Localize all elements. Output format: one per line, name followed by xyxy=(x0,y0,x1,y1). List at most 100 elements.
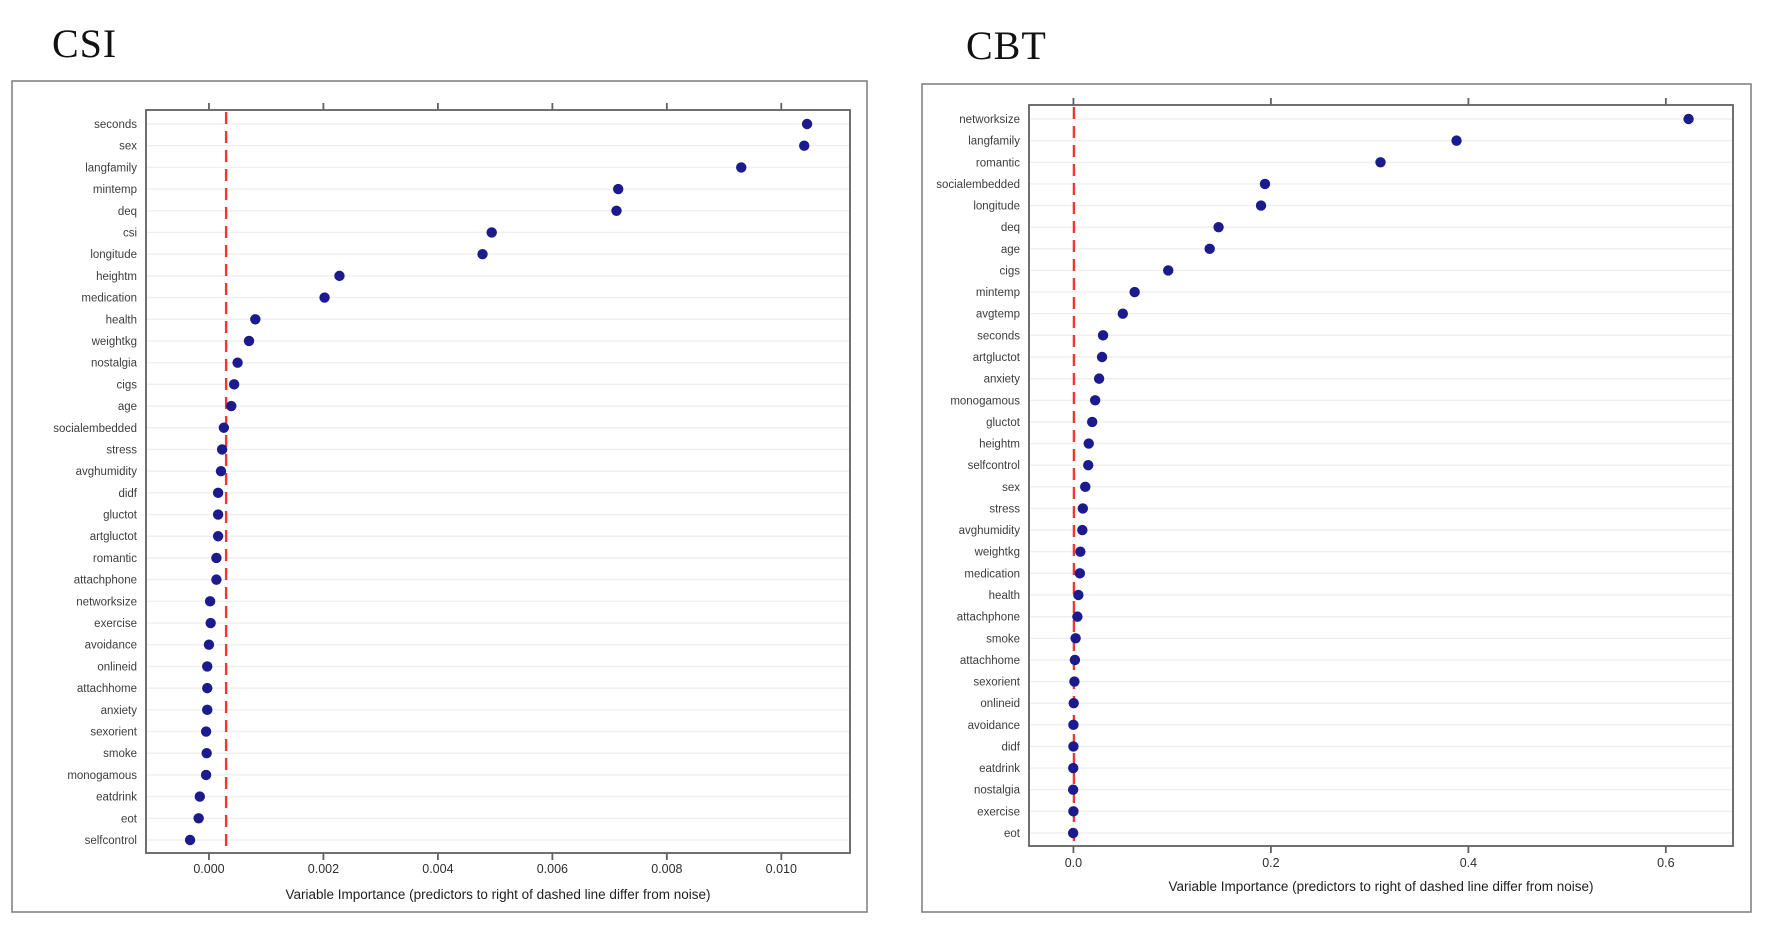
y-axis-label: anxiety xyxy=(984,374,1021,386)
data-point xyxy=(1068,741,1079,752)
data-point xyxy=(1086,416,1098,428)
y-axis-label: mintemp xyxy=(976,287,1020,299)
data-point xyxy=(250,314,261,325)
y-axis-label: eatdrink xyxy=(979,763,1020,775)
data-point xyxy=(799,140,810,151)
figure-border xyxy=(921,83,1752,913)
y-axis-label: age xyxy=(118,401,137,413)
y-axis-label: attachphone xyxy=(957,612,1020,624)
plot-box xyxy=(145,109,851,854)
data-point xyxy=(212,531,224,542)
data-point xyxy=(477,248,488,260)
x-tick-label: 0.2 xyxy=(1262,856,1279,870)
data-point xyxy=(611,205,622,216)
y-axis-label: romantic xyxy=(976,157,1020,169)
x-axis-title: Variable Importance (predictors to right… xyxy=(1169,879,1594,894)
data-point xyxy=(1129,286,1140,298)
y-axis-label: selfcontrol xyxy=(85,835,137,847)
plot-box xyxy=(1028,104,1734,847)
data-point xyxy=(1117,308,1129,319)
y-axis-label: monogamous xyxy=(950,395,1020,407)
y-axis-label: stress xyxy=(106,444,137,456)
data-point xyxy=(204,596,216,607)
y-axis-label: artgluctot xyxy=(973,352,1021,364)
cbt-figure: 0.0 0.2 0.4 0.6 networksize langfamily romanti… xyxy=(921,83,1752,913)
x-tick-label: 0.002 xyxy=(308,862,339,876)
y-axis-label: avgtemp xyxy=(976,309,1020,321)
x-tick-label: 0.6 xyxy=(1657,856,1674,870)
y-axis-label: sex xyxy=(1002,482,1020,494)
y-axis-label: smoke xyxy=(986,633,1020,645)
y-axis-label: networksize xyxy=(959,114,1020,126)
y-axis-label: seconds xyxy=(94,119,137,131)
data-point xyxy=(211,574,222,585)
csi-figure: 0.000 0.002 0.004 0.006 0.008 0.010 seconds sex… xyxy=(11,80,868,913)
data-point xyxy=(334,270,345,282)
data-point xyxy=(212,487,224,499)
y-axis-label: longitude xyxy=(973,201,1020,213)
y-axis-label: didf xyxy=(1001,741,1020,753)
data-point xyxy=(243,335,255,347)
y-axis-label: eot xyxy=(1004,828,1021,840)
y-axis-label: health xyxy=(989,590,1020,602)
data-point xyxy=(1068,719,1079,731)
y-axis-label: mintemp xyxy=(93,184,137,196)
data-point xyxy=(1089,395,1101,406)
data-point xyxy=(1093,373,1105,384)
y-axis-label: weightkg xyxy=(974,547,1020,559)
y-axis-label: attachhome xyxy=(960,655,1020,667)
data-point xyxy=(319,292,330,303)
y-axis-label: avoidance xyxy=(968,720,1020,732)
data-point xyxy=(202,704,213,716)
data-point xyxy=(202,682,213,694)
data-point xyxy=(1070,633,1081,644)
y-axis-label: sex xyxy=(119,141,137,153)
y-axis-label: deq xyxy=(1001,222,1020,234)
data-point xyxy=(228,379,240,390)
data-point xyxy=(1068,806,1079,817)
y-axis-label: sexorient xyxy=(973,677,1020,689)
cbt-plot: 0.0 0.2 0.4 0.6 networksize langfamily romanti… xyxy=(921,83,1752,913)
data-point xyxy=(1096,351,1108,363)
data-point xyxy=(1080,481,1091,493)
csi-chart-title: CSI xyxy=(52,21,118,66)
data-point xyxy=(203,639,215,650)
y-axis-label: medication xyxy=(81,293,137,305)
data-point xyxy=(194,791,206,802)
data-point xyxy=(1068,762,1079,774)
y-axis-label: networksize xyxy=(76,596,137,608)
data-point xyxy=(1083,459,1094,471)
x-tick-label: 0.010 xyxy=(766,862,797,876)
y-axis-label: avghumidity xyxy=(959,525,1021,537)
y-axis-label: longitude xyxy=(90,249,137,261)
data-point xyxy=(1077,524,1088,536)
data-point xyxy=(1083,438,1094,449)
y-axis-label: monogamous xyxy=(67,770,137,782)
figure-border xyxy=(11,80,868,913)
y-axis-label: didf xyxy=(118,488,137,500)
y-axis-label: attachphone xyxy=(74,575,137,587)
y-axis-label: csi xyxy=(123,227,137,239)
data-point xyxy=(200,769,212,781)
y-axis-label: exercise xyxy=(94,618,137,630)
data-point xyxy=(212,509,224,520)
x-tick-label: 0.4 xyxy=(1460,856,1477,870)
y-axis-label: health xyxy=(106,314,137,326)
data-point xyxy=(801,118,813,130)
data-point xyxy=(612,183,624,195)
y-axis-label: cigs xyxy=(1000,265,1021,277)
y-axis-label: weightkg xyxy=(91,336,137,348)
y-axis-label: stress xyxy=(989,503,1020,515)
data-point xyxy=(215,465,227,477)
data-point xyxy=(1073,589,1084,601)
x-tick-label: 0.008 xyxy=(651,862,682,876)
data-point xyxy=(232,357,243,368)
y-axis-label: socialembedded xyxy=(53,423,137,435)
y-axis-label: avoidance xyxy=(85,640,137,652)
y-axis-label: socialembedded xyxy=(936,179,1020,191)
data-point xyxy=(1075,546,1086,557)
data-point xyxy=(205,617,216,629)
y-axis-label: nostalgia xyxy=(91,358,138,370)
data-point xyxy=(1163,265,1174,276)
